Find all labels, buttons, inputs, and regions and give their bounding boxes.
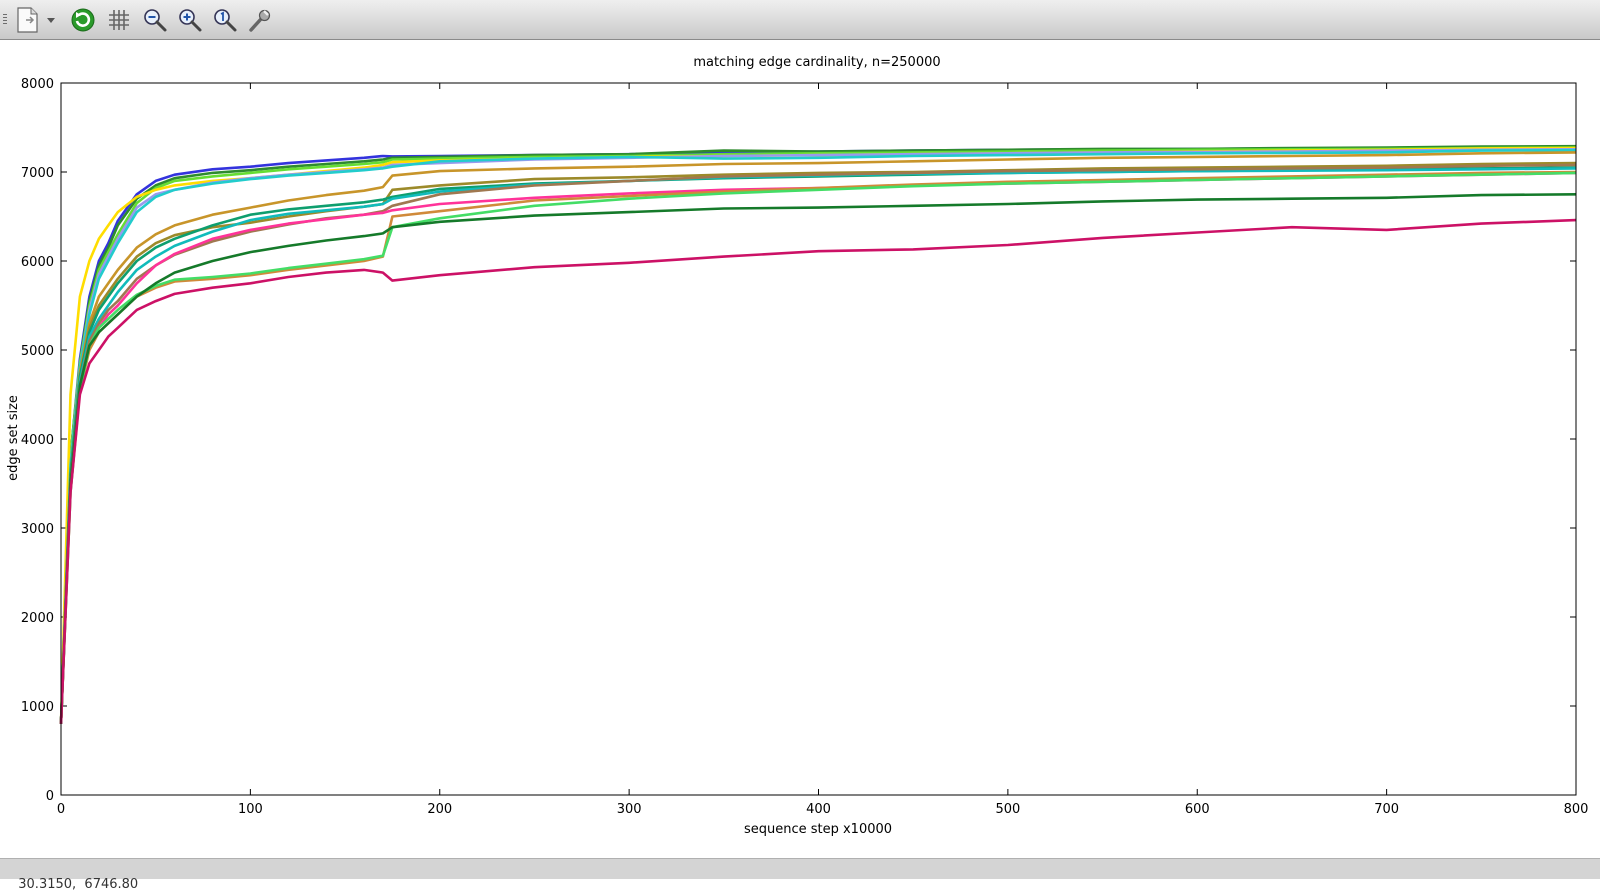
plot-frame [60,82,1577,796]
zoom-in-icon[interactable] [175,4,205,36]
plot-area[interactable]: matching edge cardinality, n=250000 sequ… [0,40,1600,858]
cursor-coordinates: 30.3150, 6746.80 [18,877,139,892]
series-line-4 [59,146,1577,724]
line-chart[interactable]: matching edge cardinality, n=250000 sequ… [0,40,1600,858]
series-line-1 [59,145,1577,724]
x-tick-label: 300 [617,802,642,817]
series-line-11 [59,163,1577,724]
y-tick-label: 8000 [21,77,54,92]
y-tick-label: 7000 [21,166,54,181]
toolbar-grip[interactable] [3,14,7,26]
series-line-2 [59,144,1577,724]
y-axis-label: edge set size [6,395,21,481]
wrench-icon[interactable] [245,4,275,36]
series-line-13 [59,170,1577,724]
zoom-reset-icon[interactable] [210,4,240,36]
zoom-out-icon[interactable] [140,4,170,36]
toolbar [0,0,1600,40]
series-line-12 [59,171,1577,724]
y-tick-label: 0 [46,789,54,804]
y-tick-label: 6000 [21,255,54,270]
y-tick-label: 5000 [21,344,54,359]
series-line-3 [59,146,1577,724]
grid-icon[interactable] [104,4,134,36]
series-line-16 [59,218,1577,724]
x-tick-label: 200 [427,802,452,817]
export-document-icon[interactable] [12,4,42,36]
x-tick-label: 400 [806,802,831,817]
x-tick-label: 800 [1564,802,1589,817]
chart-title: matching edge cardinality, n=250000 [693,55,940,70]
status-bar: 30.3150, 6746.80 [0,858,1600,892]
y-tick-label: 2000 [21,611,54,626]
axis-ticks: 0 100 200 300 400 500 600 700 800010002000300040… [21,77,1589,817]
series-line-10 [59,167,1577,724]
x-tick-label: 0 [57,802,65,817]
y-tick-label: 3000 [21,522,54,537]
x-tick-label: 100 [238,802,263,817]
chevron-down-icon[interactable] [44,4,58,36]
x-tick-label: 500 [995,802,1020,817]
x-axis-label: sequence step x10000 [744,822,892,837]
series-line-5 [59,148,1577,724]
series-line-14 [59,171,1577,724]
x-tick-label: 700 [1374,802,1399,817]
series-line-15 [59,193,1577,724]
refresh-icon[interactable] [68,4,98,36]
series-line-7 [59,151,1577,724]
y-tick-label: 4000 [21,433,54,448]
y-tick-label: 1000 [21,700,54,715]
x-tick-label: 600 [1185,802,1210,817]
series-group [59,144,1577,724]
series-line-6 [59,148,1577,724]
